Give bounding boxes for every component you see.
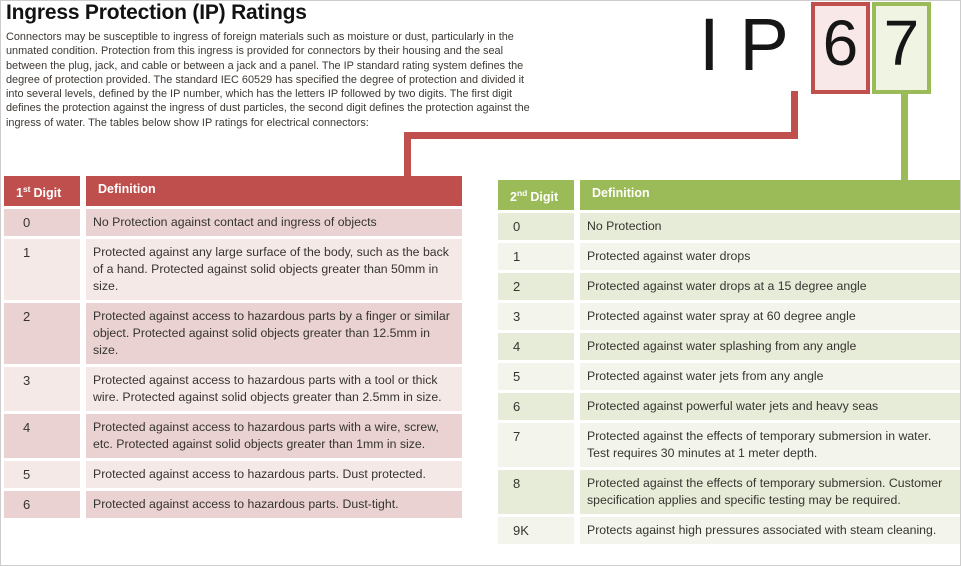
digit-cell: 2 <box>498 273 574 301</box>
definition-column-header: Definition <box>86 176 462 207</box>
definition-cell: Protected against access to hazardous pa… <box>86 303 462 365</box>
digit-cell: 6 <box>498 393 574 421</box>
definition-cell: Protected against access to hazardous pa… <box>86 367 462 412</box>
digit-cell: 1 <box>498 243 574 271</box>
definition-cell: No Protection <box>580 213 960 241</box>
definition-cell: Protects against high pressures associat… <box>580 517 960 545</box>
digit-cell: 1 <box>4 239 80 301</box>
definition-cell: Protected against access to hazardous pa… <box>86 461 462 489</box>
second-digit-connector-line <box>901 91 908 180</box>
digit-cell: 4 <box>498 333 574 361</box>
definition-cell: Protected against the effects of tempora… <box>580 423 960 468</box>
digit-cell: 3 <box>4 367 80 412</box>
definition-cell: Protected against access to hazardous pa… <box>86 414 462 459</box>
definition-cell: Protected against water spray at 60 degr… <box>580 303 960 331</box>
digit-cell: 4 <box>4 414 80 459</box>
digit-cell: 9K <box>498 517 574 545</box>
definition-cell: Protected against any large surface of t… <box>86 239 462 301</box>
first-digit-connector-line <box>791 91 798 139</box>
digit-cell: 8 <box>498 470 574 515</box>
digit-cell: 5 <box>4 461 80 489</box>
ip-prefix-label: IP <box>699 2 809 86</box>
definition-cell: Protected against water jets from any an… <box>580 363 960 391</box>
header-ordinal: st <box>22 184 31 194</box>
header-number: 2 <box>510 190 517 205</box>
ip-rating-example: IP 6 7 <box>699 2 931 94</box>
digit-cell: 0 <box>4 209 80 237</box>
definition-cell: Protected against water splashing from a… <box>580 333 960 361</box>
definition-cell: Protected against the effects of tempora… <box>580 470 960 515</box>
definition-cell: Protected against access to hazardous pa… <box>86 491 462 519</box>
second-digit-table: 2nd Digit Definition 0 No Protection 1 Prote… <box>498 180 960 545</box>
definition-cell: No Protection against contact and ingres… <box>86 209 462 237</box>
page-title: Ingress Protection (IP) Ratings <box>6 1 307 24</box>
digit-cell: 5 <box>498 363 574 391</box>
first-digit-connector-line <box>404 132 411 176</box>
first-digit-box: 6 <box>810 2 870 94</box>
first-digit-connector-line <box>404 132 798 139</box>
digit-cell: 2 <box>4 303 80 365</box>
header-number: 1 <box>16 186 23 201</box>
intro-paragraph: Connectors may be susceptible to ingress… <box>6 31 530 129</box>
first-digit-table: 1st Digit Definition 0 No Protection again… <box>4 176 462 519</box>
second-digit-box: 7 <box>871 2 931 94</box>
digit-cell: 0 <box>498 213 574 241</box>
definition-cell: Protected against powerful water jets an… <box>580 393 960 421</box>
digit-cell: 7 <box>498 423 574 468</box>
header-ordinal: nd <box>516 188 528 198</box>
digit-cell: 6 <box>4 491 80 519</box>
definition-cell: Protected against water drops <box>580 243 960 271</box>
definition-cell: Protected against water drops at a 15 de… <box>580 273 960 301</box>
digit-cell: 3 <box>498 303 574 331</box>
second-digit-column-header: 2nd Digit <box>498 180 574 211</box>
definition-column-header: Definition <box>580 180 960 211</box>
header-word: Digit <box>33 186 62 201</box>
header-word: Digit <box>530 190 559 205</box>
first-digit-column-header: 1st Digit <box>4 176 80 207</box>
